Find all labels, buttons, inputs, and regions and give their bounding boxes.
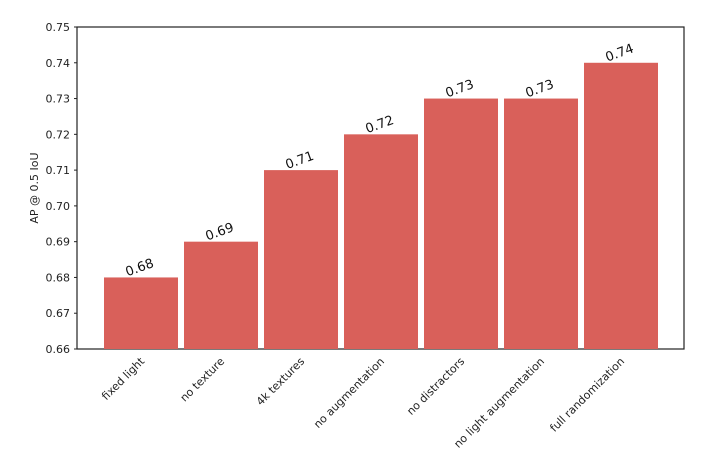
value-label: 0.74 [604,41,636,65]
bar [104,277,178,349]
x-tick-label: no augmentation [311,355,387,431]
bar [344,134,418,349]
y-tick-label: 0.71 [46,164,71,177]
bar [584,62,658,350]
y-tick-label: 0.68 [46,271,71,284]
y-tick-label: 0.67 [46,307,71,320]
value-label: 0.69 [204,220,236,244]
value-label: 0.73 [444,77,476,101]
bar [424,98,498,349]
bar [264,170,338,349]
x-tick-label: no light augmentation [451,355,547,451]
x-tick-label: fixed light [99,354,147,402]
x-tick-label: 4k textures [254,355,307,408]
x-tick-label: full randomization [547,355,627,435]
y-tick-label: 0.74 [46,57,71,70]
y-axis-label: AP @ 0.5 IoU [28,152,41,223]
y-tick-label: 0.66 [46,343,71,356]
y-tick-label: 0.69 [46,236,71,249]
bar [184,241,258,349]
y-tick-label: 0.73 [46,93,71,106]
x-tick-label: no distractors [404,355,467,418]
bar [504,98,578,349]
y-tick-label: 0.70 [46,200,71,213]
value-label: 0.72 [364,113,396,137]
value-label: 0.73 [524,77,556,101]
value-label: 0.68 [124,256,156,280]
value-label: 0.71 [284,149,316,173]
y-tick-label: 0.75 [46,21,71,34]
x-tick-label: no texture [178,355,228,405]
y-tick-label: 0.72 [46,128,71,141]
